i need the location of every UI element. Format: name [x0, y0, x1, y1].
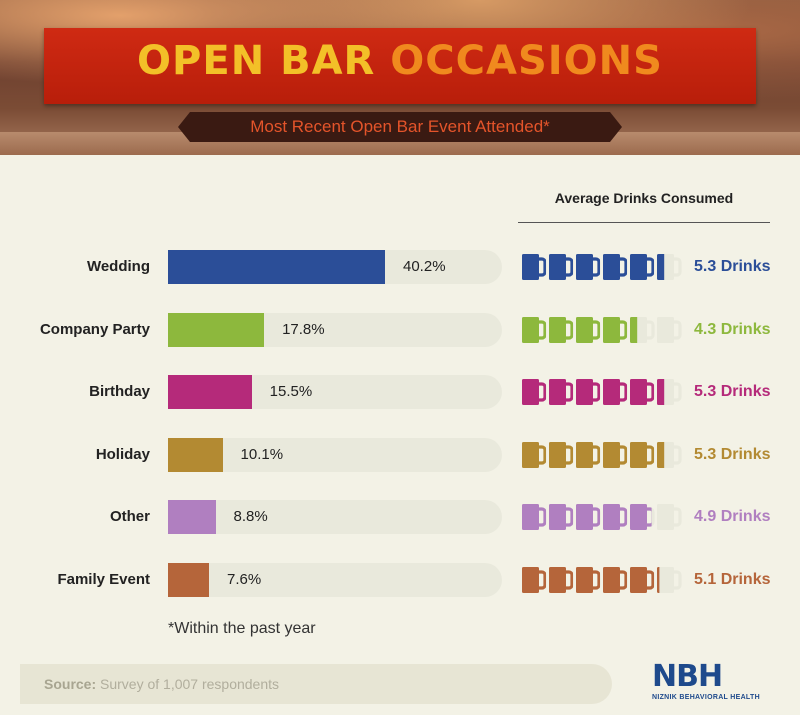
mug-icon-4 — [603, 566, 628, 593]
percent-label: 8.8% — [233, 508, 268, 525]
mug-icon-6 — [657, 441, 682, 468]
mug-icon-1 — [522, 316, 547, 343]
percent-bar — [168, 500, 216, 534]
source-text: Source: Survey of 1,007 respondents — [44, 664, 279, 704]
mug-icon-3 — [576, 254, 601, 280]
drinks-label: 5.3 Drinks — [694, 258, 771, 275]
bar-track — [168, 562, 502, 597]
percent-label: 15.5% — [269, 383, 313, 400]
mug-icon-3 — [576, 504, 601, 530]
mug-icon-2 — [549, 441, 574, 468]
drinks-label: 5.3 Drinks — [694, 445, 771, 463]
drinks-header-divider — [518, 222, 770, 223]
mug-icon-5 — [630, 504, 655, 530]
source-value: Survey of 1,007 respondents — [96, 676, 280, 692]
mug-icon-6 — [657, 379, 682, 405]
mug-icon-4 — [603, 504, 628, 530]
subtitle-ribbon — [178, 112, 622, 142]
mug-icon-1 — [522, 441, 547, 468]
footnote: *Within the past year — [168, 620, 316, 637]
mug-icon-4 — [603, 379, 628, 405]
mug-icon-4 — [603, 441, 628, 468]
mug-icon-6 — [657, 254, 682, 280]
drinks-label: 4.3 Drinks — [694, 320, 771, 338]
mug-icon-6 — [657, 566, 682, 593]
source-bar — [20, 664, 612, 704]
category-label: Birthday — [89, 383, 150, 400]
mug-icon-5 — [630, 254, 655, 280]
mug-icon-6 — [657, 504, 682, 530]
bar-track — [168, 500, 502, 534]
mug-icon-3 — [576, 566, 601, 593]
mug-icon-5 — [630, 441, 655, 468]
mug-icon-5 — [630, 316, 655, 343]
drinks-mugs — [522, 441, 682, 468]
drinks-column-header: Average Drinks Consumed — [554, 190, 734, 206]
category-label: Family Event — [57, 570, 150, 588]
mug-icon-2 — [549, 566, 574, 593]
title-word-occasions: OCCASIONS — [390, 38, 663, 84]
percent-label: 7.6% — [227, 570, 262, 588]
bar-track — [168, 437, 502, 472]
header-banner: OPEN BAR OCCASIONS Most Recent Open Bar … — [0, 0, 800, 155]
mug-icon-3 — [576, 441, 601, 468]
chart-row: Company Party 17.8% 4.3 Drinks — [0, 312, 800, 347]
mug-icon-1 — [522, 504, 547, 530]
mug-icon-1 — [522, 566, 547, 593]
drinks-mugs — [522, 504, 682, 530]
title-banner — [44, 28, 756, 104]
percent-bar — [168, 312, 265, 347]
page-title: OPEN BAR OCCASIONS — [0, 38, 800, 84]
drinks-mugs — [522, 254, 682, 280]
mug-icon-4 — [603, 254, 628, 280]
percent-bar — [168, 250, 385, 284]
drinks-mugs — [522, 566, 682, 593]
drinks-label: 5.3 Drinks — [694, 383, 771, 400]
mug-icon-5 — [630, 566, 655, 593]
percent-bar — [168, 437, 223, 472]
mug-icon-2 — [549, 254, 574, 280]
chart-row: Holiday 10.1% 5.3 Drinks — [0, 437, 800, 472]
drinks-mugs — [522, 379, 682, 405]
category-label: Company Party — [39, 320, 150, 338]
nbh-logo[interactable]: NBH NIZNIK BEHAVIORAL HEALTH — [652, 659, 760, 707]
chart-row: Family Event 7.6% 5.1 Drinks — [0, 562, 800, 597]
percent-label: 40.2% — [403, 258, 446, 275]
percent-bar — [168, 375, 252, 409]
category-label: Wedding — [86, 258, 150, 275]
percent-bar — [168, 562, 210, 597]
percent-label: 10.1% — [240, 445, 284, 463]
drinks-label: 4.9 Drinks — [694, 508, 771, 525]
mug-icon-2 — [549, 504, 574, 530]
mug-icon-4 — [603, 316, 628, 343]
mug-icon-1 — [522, 379, 547, 405]
title-word-open-bar: OPEN BAR — [137, 38, 376, 84]
logo-mark: NBH — [652, 659, 723, 694]
mug-icon-2 — [549, 316, 574, 343]
mug-icon-3 — [576, 316, 601, 343]
drinks-label: 5.1 Drinks — [694, 570, 771, 588]
drinks-mugs — [522, 316, 682, 343]
chart-subtitle: Most Recent Open Bar Event Attended* — [250, 117, 550, 136]
logo-name: NIZNIK BEHAVIORAL HEALTH — [652, 694, 760, 701]
source-label: Source: — [44, 676, 97, 692]
mug-icon-6 — [657, 316, 682, 343]
mug-icon-1 — [522, 254, 547, 280]
mug-icon-5 — [630, 379, 655, 405]
chart-row: Birthday 15.5% 5.3 Drinks — [0, 375, 800, 409]
category-label: Other — [109, 508, 150, 525]
category-label: Holiday — [95, 445, 150, 463]
percent-label: 17.8% — [282, 320, 325, 338]
mug-icon-3 — [576, 379, 601, 405]
chart-row: Wedding 40.2% 5.3 Drinks — [0, 250, 800, 284]
chart-row: Other 8.8% 4.9 Drinks — [0, 500, 800, 534]
mug-icon-2 — [549, 379, 574, 405]
